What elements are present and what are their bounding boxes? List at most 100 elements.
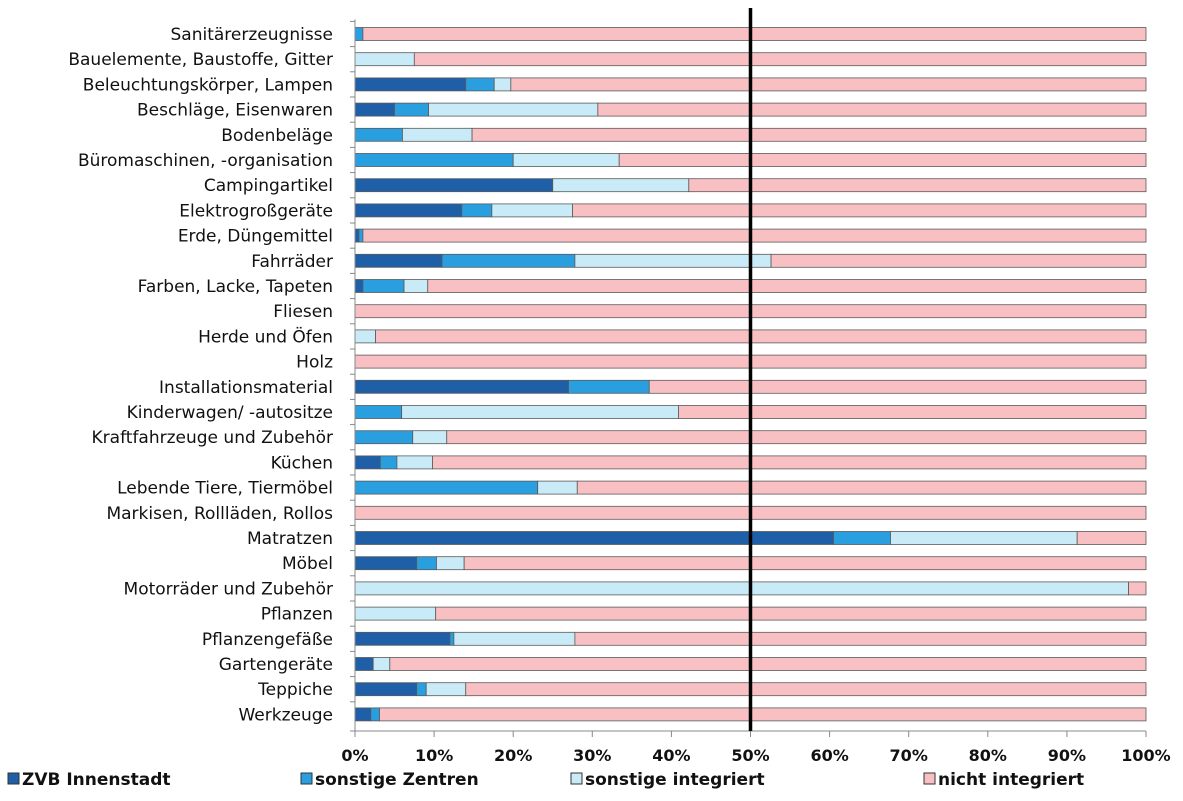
bar-segment-sonstige-integriert-küchen	[396, 455, 433, 470]
category-label-farben-lacke-tapeten: Farben, Lacke, Tapeten	[138, 277, 333, 297]
bar-segment-nicht-integriert-farben-lacke-tapeten	[427, 279, 1147, 293]
category-label-fahrräder: Fahrräder	[251, 252, 333, 272]
category-label-pflanzen: Pflanzen	[261, 605, 333, 625]
bar-segment-zvb-innenstadt-installationsmaterial	[354, 379, 569, 394]
bar-segment-sonstige-zentren-kinderwagen-autositze	[354, 405, 403, 419]
category-label-pflanzengefäße: Pflanzengefäße	[202, 630, 333, 650]
bar-segment-nicht-integriert-kraftfahrzeuge-und-zubehör	[446, 430, 1147, 445]
bar-segment-nicht-integriert-sanitärerzeugnisse	[362, 27, 1147, 41]
bar-segment-nicht-integriert-werkzeuge	[379, 707, 1147, 722]
category-label-gartengeräte: Gartengeräte	[219, 655, 333, 675]
bar-segment-sonstige-integriert-kinderwagen-autositze	[401, 405, 679, 419]
category-label-sanitärerzeugnisse: Sanitärerzeugnisse	[171, 25, 333, 45]
x-tick-label-40pct: 40%	[652, 746, 690, 765]
bar-segment-sonstige-integriert-büromaschinen-organisation	[512, 153, 620, 167]
x-tick-label-0pct: 0%	[341, 746, 368, 765]
bar-segment-sonstige-integriert-kraftfahrzeuge-und-zubehör	[412, 430, 448, 445]
category-label-elektrogroßgeräte: Elektrogroßgeräte	[179, 201, 333, 221]
bar-segment-sonstige-zentren-beschläge-eisenwaren	[394, 102, 429, 117]
bar-segment-zvb-innenstadt-beleuchtungskörper-lampen	[354, 77, 467, 92]
bar-segment-zvb-innenstadt-elektrogroßgeräte	[354, 203, 463, 218]
x-axis: 0% 10% 20% 30% 40% 50% 60% 70% 80% 90% 100%	[341, 19, 1171, 765]
bar-segment-nicht-integriert-matratzen	[1076, 531, 1147, 545]
bar-segment-nicht-integriert-bauelemente-baustoffe-gitter	[413, 52, 1147, 67]
bar-segment-sonstige-zentren-lebende-tiere-tiermöbel	[354, 480, 539, 495]
x-tick-label-10pct: 10%	[415, 746, 453, 765]
category-label-büromaschinen-organisation: Büromaschinen, -organisation	[78, 151, 333, 171]
category-label-holz: Holz	[296, 353, 333, 373]
legend-swatch-nicht-integriert	[923, 772, 936, 785]
bar-segment-sonstige-integriert-campingartikel	[552, 178, 690, 193]
bar-segment-sonstige-zentren-pflanzengefäße	[449, 631, 455, 646]
bar-segment-sonstige-integriert-möbel	[436, 556, 465, 571]
category-label-bauelemente-baustoffe-gitter: Bauelemente, Baustoffe, Gitter	[68, 50, 333, 70]
category-label-beschläge-eisenwaren: Beschläge, Eisenwaren	[137, 101, 333, 121]
bar-segment-nicht-integriert-beleuchtungskörper-lampen	[510, 77, 1147, 92]
legend: ZVB Innenstadt sonstige Zentren sonstige i…	[7, 770, 1084, 790]
bar-segment-nicht-integriert-fahrräder	[770, 253, 1147, 268]
legend-swatch-zvb-innenstadt	[7, 772, 20, 785]
bar-segment-sonstige-zentren-farben-lacke-tapeten	[362, 279, 405, 293]
bar-segment-sonstige-zentren-installationsmaterial	[568, 379, 650, 394]
bar-segment-sonstige-integriert-motorräder-und-zubehör	[354, 581, 1129, 596]
bar-segment-nicht-integriert-möbel	[463, 556, 1147, 571]
bar-segment-nicht-integriert-gartengeräte	[389, 657, 1147, 671]
bar-segment-sonstige-integriert-pflanzengefäße	[453, 631, 576, 646]
bar-segment-sonstige-zentren-beleuchtungskörper-lampen	[465, 77, 495, 92]
bar-segment-sonstige-zentren-matratzen	[833, 531, 891, 545]
category-label-matratzen: Matratzen	[247, 529, 333, 549]
bar-segment-sonstige-zentren-fahrräder	[441, 253, 576, 268]
bar-segment-sonstige-zentren-elektrogroßgeräte	[461, 203, 493, 218]
bar-segment-zvb-innenstadt-campingartikel	[354, 178, 554, 193]
bar-segment-zvb-innenstadt-beschläge-eisenwaren	[354, 102, 395, 117]
bar-segment-sonstige-zentren-teppiche	[416, 682, 427, 697]
bar-segment-sonstige-zentren-bodenbeläge	[354, 127, 403, 142]
x-tick-label-20pct: 20%	[494, 746, 532, 765]
bar-segment-nicht-integriert-bodenbeläge	[471, 127, 1147, 142]
category-labels: Sanitärerzeugnisse Bauelemente, Baustoffe…	[68, 25, 333, 725]
bar-segment-sonstige-zentren-büromaschinen-organisation	[354, 153, 514, 167]
category-label-motorräder-und-zubehör: Motorräder und Zubehör	[124, 579, 333, 599]
bar-segment-sonstige-integriert-herde-und-öfen	[354, 329, 376, 344]
category-label-kinderwagen-autositze: Kinderwagen/ -autositze	[127, 403, 333, 423]
bar-segment-sonstige-integriert-farben-lacke-tapeten	[403, 279, 429, 293]
bar-segment-zvb-innenstadt-möbel	[354, 556, 418, 571]
bar-segment-zvb-innenstadt-gartengeräte	[354, 657, 374, 671]
category-label-küchen: Küchen	[271, 453, 333, 473]
bar-segment-sonstige-integriert-elektrogroßgeräte	[491, 203, 573, 218]
bar-segment-sonstige-zentren-küchen	[379, 455, 398, 470]
bar-segment-zvb-innenstadt-matratzen	[354, 531, 834, 545]
bar-segment-sonstige-zentren-werkzeuge	[370, 707, 380, 722]
bar-segment-zvb-innenstadt-erde-düngemittel	[354, 228, 360, 243]
x-tick-label-80pct: 80%	[969, 746, 1007, 765]
bar-segment-sonstige-zentren-erde-düngemittel	[358, 228, 364, 243]
bar-segment-nicht-integriert-elektrogroßgeräte	[572, 203, 1147, 218]
bar-segment-nicht-integriert-erde-düngemittel	[362, 228, 1147, 243]
category-label-fliesen: Fliesen	[273, 302, 333, 322]
bar-segment-sonstige-zentren-sanitärerzeugnisse	[354, 27, 364, 41]
legend-label-sonstige-zentren: sonstige Zentren	[315, 770, 479, 790]
bar-segment-sonstige-zentren-kraftfahrzeuge-und-zubehör	[354, 430, 414, 445]
bar-segment-sonstige-integriert-fahrräder	[574, 253, 772, 268]
bar-segment-nicht-integriert-motorräder-und-zubehör	[1128, 581, 1147, 596]
bar-segment-nicht-integriert-pflanzengefäße	[574, 631, 1147, 646]
bar-segment-sonstige-integriert-gartengeräte	[372, 657, 391, 671]
category-label-werkzeuge: Werkzeuge	[238, 705, 333, 725]
x-tick-label-70pct: 70%	[890, 746, 928, 765]
legend-swatch-sonstige-zentren	[300, 772, 313, 785]
bar-segment-nicht-integriert-installationsmaterial	[648, 379, 1147, 394]
bar-segment-sonstige-integriert-bodenbeläge	[402, 127, 473, 142]
category-label-kraftfahrzeuge-und-zubehör: Kraftfahrzeuge und Zubehör	[92, 428, 333, 448]
x-tick-label-30pct: 30%	[573, 746, 611, 765]
bar-segment-nicht-integriert-kinderwagen-autositze	[678, 405, 1147, 419]
bar-segment-zvb-innenstadt-küchen	[354, 455, 381, 470]
bar-segment-nicht-integriert-beschläge-eisenwaren	[597, 102, 1147, 117]
bar-segment-zvb-innenstadt-farben-lacke-tapeten	[354, 279, 364, 293]
bar-segment-nicht-integriert-herde-und-öfen	[375, 329, 1147, 344]
legend-swatch-sonstige-integriert	[570, 772, 583, 785]
bar-segment-sonstige-integriert-beschläge-eisenwaren	[428, 102, 599, 117]
bar-segment-sonstige-zentren-möbel	[416, 556, 437, 571]
x-tick-label-100pct: 100%	[1121, 746, 1170, 765]
category-label-campingartikel: Campingartikel	[204, 176, 333, 196]
